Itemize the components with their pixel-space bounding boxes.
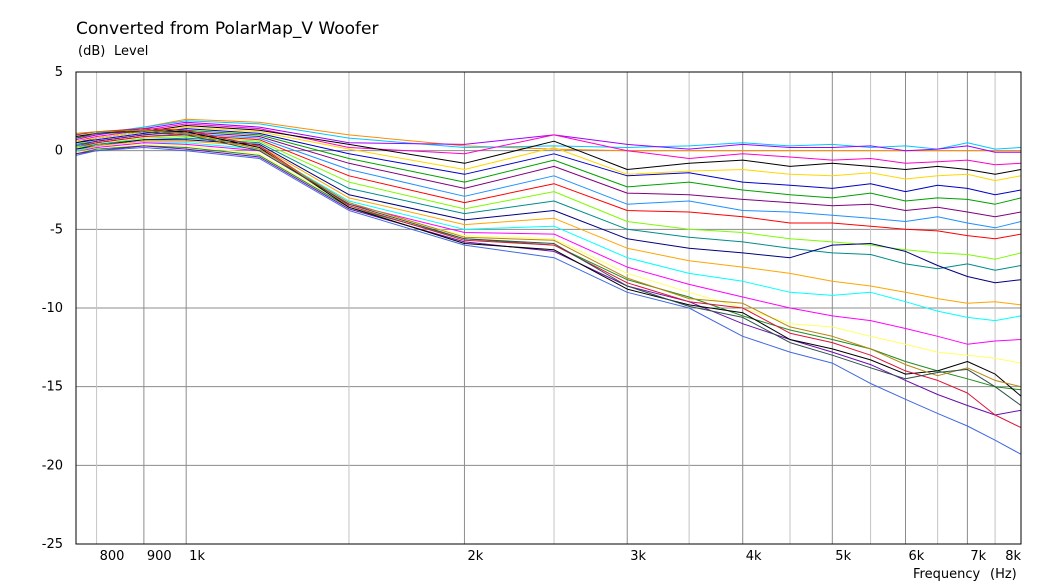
y-axis-unit: (dB) <box>78 44 105 59</box>
series-line <box>75 136 1022 260</box>
series-line <box>75 121 1021 153</box>
series-line <box>75 142 1022 345</box>
series-line <box>75 131 1022 406</box>
y-tick-label: -15 <box>42 380 63 395</box>
x-tick-label: 4k <box>746 549 762 564</box>
series-line <box>75 125 1022 175</box>
x-axis-unit: (Hz) <box>990 567 1017 582</box>
series-line <box>75 123 1022 166</box>
chart-title: Converted from PolarMap_V Woofer <box>76 19 378 39</box>
y-axis-label: Level <box>114 44 148 59</box>
y-tick-label: 0 <box>55 144 63 159</box>
y-tick-label: -20 <box>42 458 63 473</box>
series-line <box>75 140 1022 306</box>
x-tick-label: 8k <box>1005 549 1021 564</box>
y-tick-labels: 5 0 -5 -10 -15 -20 -25 <box>42 65 63 552</box>
series-line <box>75 145 1022 416</box>
series-line <box>75 143 1022 364</box>
series-line <box>75 118 1021 152</box>
x-tick-label: 1k <box>189 549 205 564</box>
series-line <box>75 128 1022 196</box>
x-axis-label: Frequency <box>913 567 980 582</box>
series-line <box>75 147 1022 455</box>
x-tick-label: 6k <box>909 549 925 564</box>
x-tick-label: 3k <box>630 549 646 564</box>
series-line <box>75 126 1022 182</box>
series-lines <box>75 118 1022 455</box>
y-tick-label: 5 <box>55 65 63 80</box>
x-tick-label: 900 <box>147 549 172 564</box>
series-line <box>75 137 1022 271</box>
series-line <box>75 129 1022 397</box>
series-line <box>75 128 1022 429</box>
y-tick-label: -25 <box>42 537 63 552</box>
grid <box>76 71 1022 545</box>
x-tick-label: 2k <box>467 549 483 564</box>
y-tick-label: -10 <box>42 301 63 316</box>
x-tick-label: 7k <box>970 549 986 564</box>
x-tick-label: 5k <box>835 549 851 564</box>
series-line <box>75 139 1022 284</box>
x-tick-labels: 800 900 1k 2k 3k 4k 5k 6k 7k 8k <box>100 549 1022 564</box>
plot-frame <box>75 71 1022 545</box>
y-tick-label: -5 <box>50 222 63 237</box>
series-line <box>75 129 1022 388</box>
x-tick-label: 800 <box>100 549 125 564</box>
series-line <box>75 142 1022 322</box>
